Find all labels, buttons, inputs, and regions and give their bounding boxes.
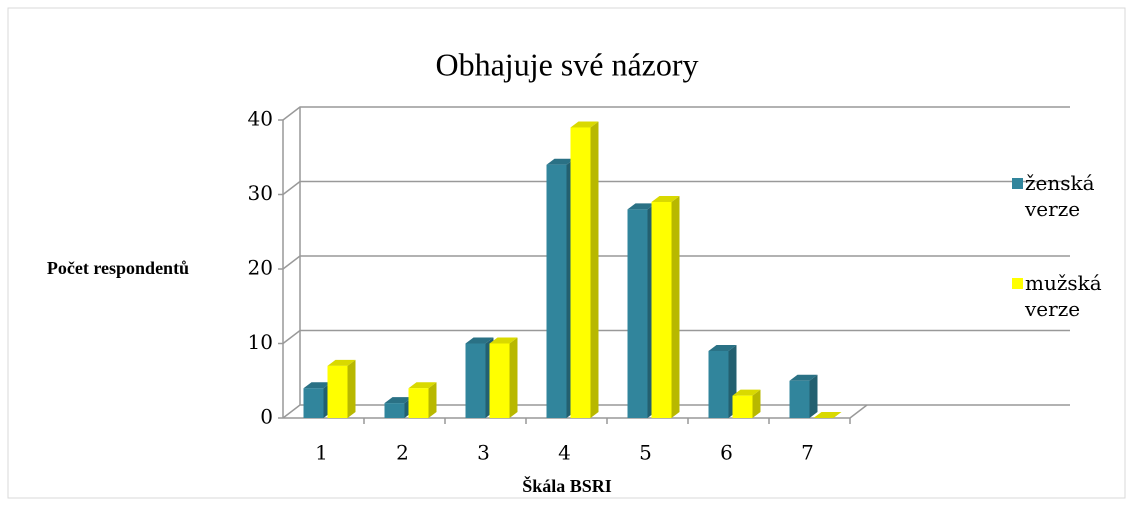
bar: [408, 382, 437, 418]
bar-side: [509, 337, 518, 418]
bar-top: [627, 203, 656, 210]
bar-top: [408, 382, 437, 389]
bar-front: [789, 380, 810, 418]
x-tick-label: 4: [558, 441, 571, 465]
bar: [813, 412, 842, 418]
bar-top: [546, 158, 575, 165]
bar-side: [428, 382, 437, 418]
bar: [303, 382, 332, 418]
x-tick-label: 6: [720, 441, 733, 465]
y-tick-label: 30: [248, 181, 273, 205]
bar-front: [570, 127, 591, 418]
bar: [651, 195, 680, 418]
bar-front: [708, 350, 729, 418]
bar-top: [732, 389, 761, 396]
bar-top: [303, 382, 332, 389]
chart-title: Obhajuje své názory: [435, 46, 698, 82]
grid-line: [282, 180, 1070, 196]
bar-side: [809, 374, 818, 418]
grid-line: [282, 255, 1070, 270]
bar-top: [327, 359, 356, 366]
legend-label: ženská verze: [1025, 171, 1095, 221]
bar: [465, 337, 494, 418]
bar-side: [671, 195, 680, 418]
bar: [627, 203, 656, 418]
x-tick-label: 5: [639, 441, 652, 465]
bar: [489, 337, 518, 418]
bar: [789, 374, 818, 418]
bar: [708, 344, 737, 418]
bar-front: [546, 164, 567, 418]
y-tick-label: 40: [248, 107, 273, 131]
bar-side: [347, 359, 356, 418]
bar-top: [384, 397, 413, 404]
bar-front: [732, 395, 753, 418]
x-tick-label: 1: [315, 441, 328, 465]
legend-label: mužská verze: [1025, 271, 1102, 321]
bar-top: [708, 344, 737, 351]
bar-front: [465, 343, 486, 418]
x-tick-label: 2: [396, 441, 409, 465]
y-tick-label: 0: [260, 405, 273, 429]
bar-front: [327, 365, 348, 418]
x-axis-label: Škála BSRI: [522, 475, 612, 496]
bar-front: [384, 403, 405, 418]
bar-top: [813, 412, 842, 418]
x-tick-label: 3: [477, 441, 490, 465]
legend-entry: mužská verze: [1025, 270, 1102, 322]
bar-top: [789, 374, 818, 381]
bar-front: [489, 343, 510, 418]
bar-front: [408, 388, 429, 418]
bar: [327, 359, 356, 418]
bar-top: [651, 195, 680, 202]
bar-side: [752, 389, 761, 418]
legend-swatch: [1012, 178, 1023, 189]
bar-side: [590, 121, 599, 418]
bar: [570, 121, 599, 418]
grid-line: [282, 329, 1070, 345]
bar: [384, 397, 413, 418]
bar-top: [489, 337, 518, 344]
bar-front: [303, 388, 324, 418]
y-axis-label: Počet respondentů: [47, 258, 189, 278]
bar-top: [465, 337, 494, 344]
y-tick-label: 20: [248, 256, 273, 280]
x-tick-label: 7: [801, 441, 814, 465]
y-tick-label: 10: [248, 330, 273, 354]
bar: [732, 389, 761, 418]
grid-line: [282, 106, 1070, 121]
bar-front: [651, 201, 672, 418]
bar-top: [570, 121, 599, 128]
legend-entry: ženská verze: [1025, 170, 1095, 222]
legend-swatch: [1012, 278, 1023, 289]
bar-front: [627, 209, 648, 418]
bar: [546, 158, 575, 418]
